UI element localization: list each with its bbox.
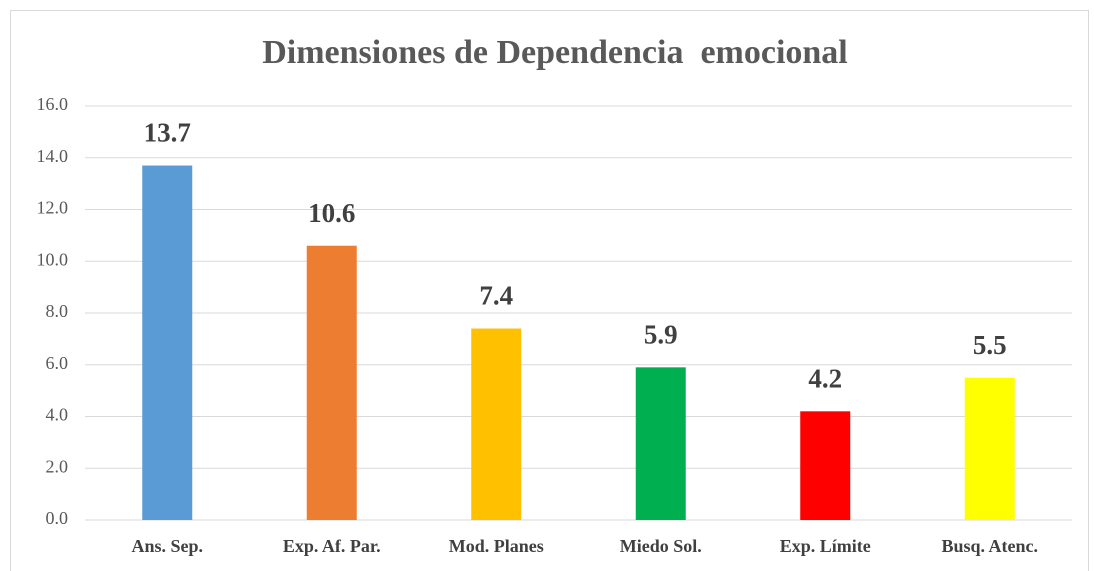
bar: [800, 411, 851, 520]
x-tick-label: Miedo Sol.: [620, 536, 702, 556]
bar: [142, 165, 193, 520]
y-tick-label: 16.0: [37, 94, 69, 114]
y-tick-label: 14.0: [37, 146, 69, 166]
x-tick-label: Mod. Planes: [449, 536, 544, 556]
data-label: 4.2: [808, 364, 842, 394]
y-tick-label: 12.0: [37, 198, 69, 218]
y-tick-label: 4.0: [46, 405, 69, 425]
y-tick-label: 0.0: [46, 508, 69, 528]
x-tick-label: Exp. Límite: [780, 536, 871, 556]
bar: [306, 245, 357, 520]
data-label: 7.4: [479, 281, 513, 311]
data-label: 5.9: [644, 320, 678, 350]
y-tick-label: 8.0: [46, 301, 69, 321]
x-tick-label: Ans. Sep.: [131, 536, 203, 556]
y-tick-label: 2.0: [46, 456, 69, 476]
x-tick-label: Exp. Af. Par.: [283, 536, 381, 556]
data-label: 5.5: [973, 330, 1007, 360]
bar: [471, 328, 522, 520]
y-tick-label: 10.0: [37, 249, 69, 269]
x-tick-label: Busq. Atenc.: [941, 536, 1038, 556]
data-label: 10.6: [308, 198, 355, 228]
bar: [964, 377, 1015, 520]
data-label: 13.7: [144, 118, 191, 148]
y-tick-label: 6.0: [46, 353, 69, 373]
bar: [635, 367, 686, 520]
chart-title: Dimensiones de Dependencia emocional: [262, 34, 848, 71]
